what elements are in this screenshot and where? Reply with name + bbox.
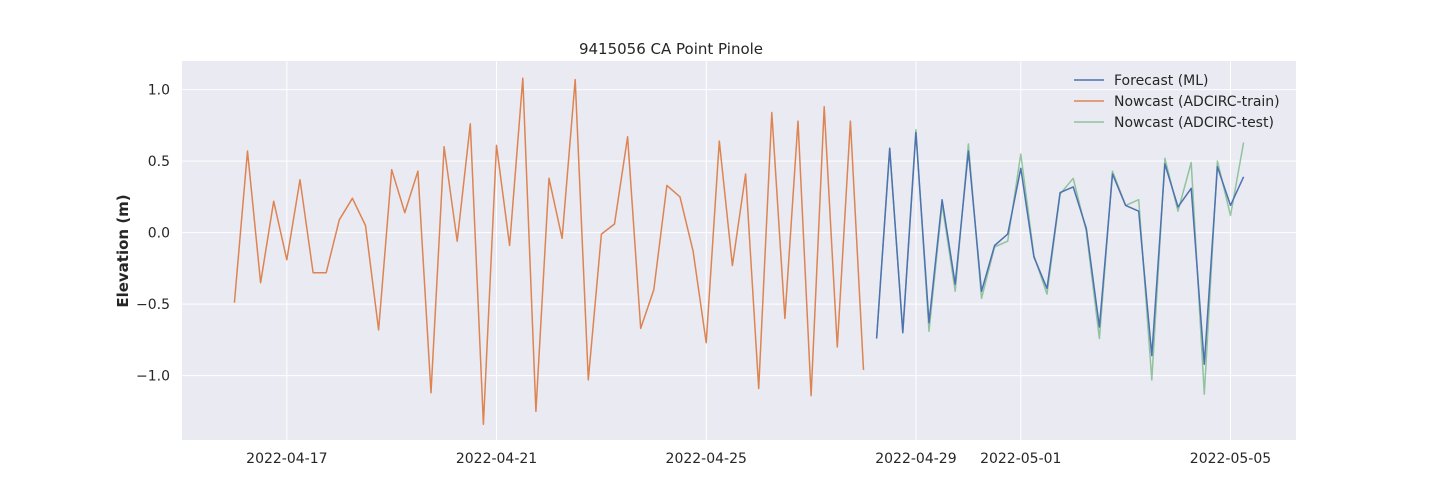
x-tick-label: 2022-04-29 <box>875 451 956 467</box>
chart-title: 9415056 CA Point Pinole <box>579 40 763 58</box>
y-tick-label: −1.0 <box>136 369 170 385</box>
y-tick-label: 0.5 <box>148 154 170 170</box>
x-tick-label: 2022-04-17 <box>246 451 327 467</box>
series-line-nowcast-adcirc-train <box>233 77 865 426</box>
legend-label: Nowcast (ADCIRC-train) <box>1114 94 1280 110</box>
y-tick-label: 0.0 <box>148 226 170 242</box>
y-tick-label: −0.5 <box>136 297 170 313</box>
x-tick-label: 2022-05-05 <box>1190 451 1271 467</box>
legend: Forecast (ML) Nowcast (ADCIRC-train) Nowca… <box>1074 73 1280 131</box>
x-tick-label: 2022-04-21 <box>456 451 537 467</box>
y-ticks: 1.0 0.5 0.0 −0.5 −1.0 <box>136 83 170 385</box>
x-ticks: 2022-04-17 2022-04-21 2022-04-25 2022-04-29… <box>246 451 1271 467</box>
legend-label: Forecast (ML) <box>1114 73 1209 89</box>
x-tick-label: 2022-04-25 <box>666 451 747 467</box>
legend-label: Nowcast (ADCIRC-test) <box>1114 115 1274 131</box>
series-line-forecast-ml <box>875 131 1245 365</box>
plot-background <box>182 61 1296 440</box>
y-axis-label: Elevation (m) <box>114 194 132 307</box>
grid <box>182 61 1296 440</box>
series-layer <box>233 77 1245 426</box>
x-tick-label: 2022-05-01 <box>980 451 1061 467</box>
y-tick-label: 1.0 <box>148 83 170 99</box>
